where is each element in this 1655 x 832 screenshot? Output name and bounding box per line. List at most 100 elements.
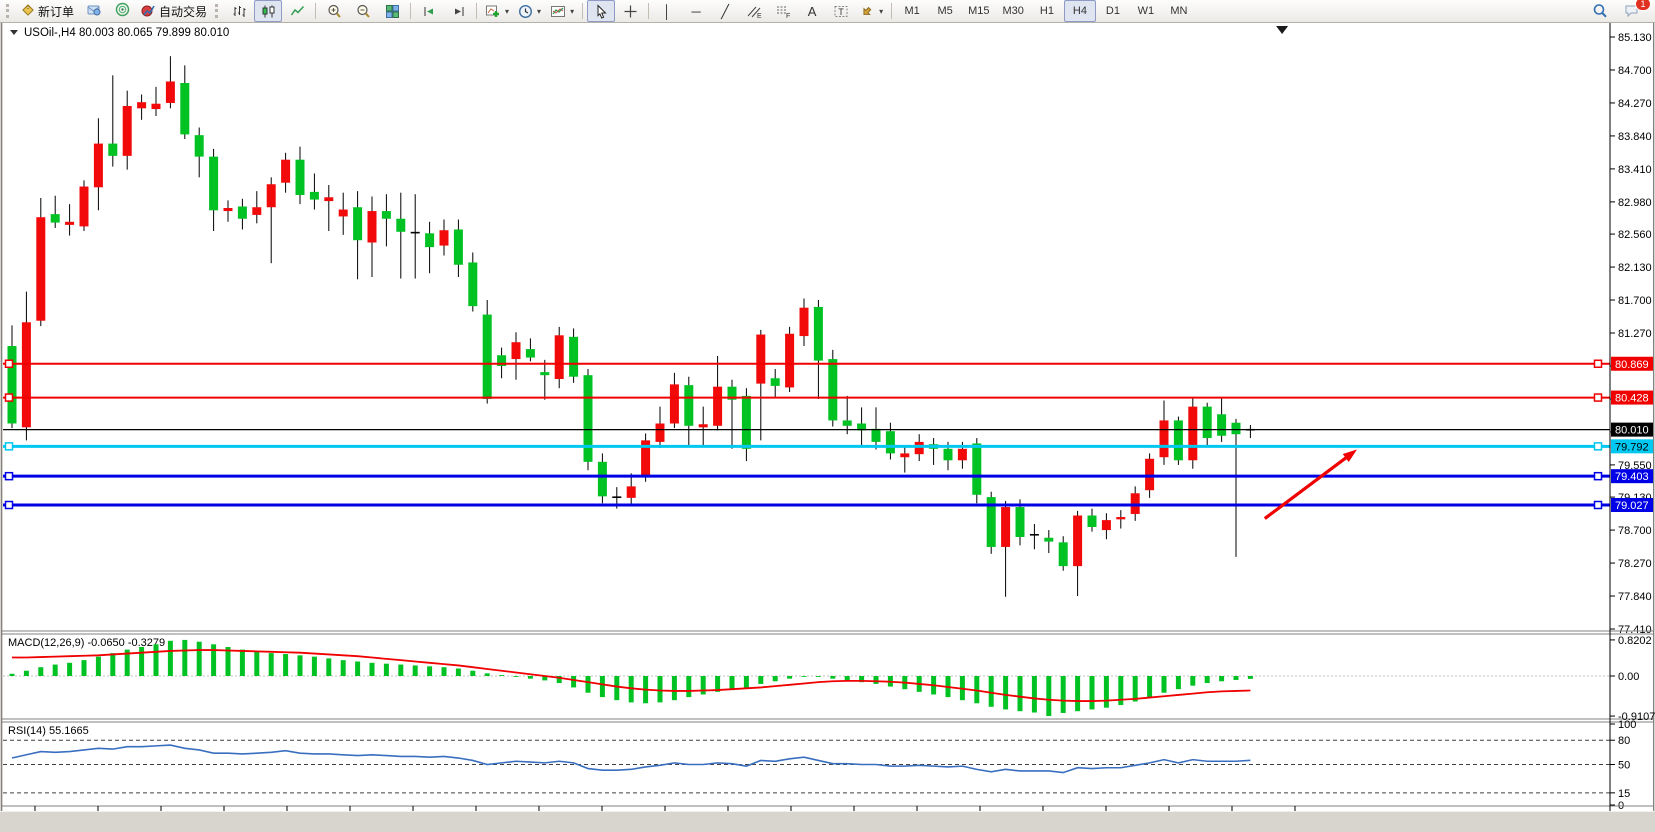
bars-chart-button[interactable]: [225, 0, 253, 22]
price-badge: [1611, 439, 1653, 454]
candle-body: [309, 191, 319, 200]
candle-body: [583, 375, 593, 462]
broadcast-button[interactable]: [108, 0, 136, 22]
candle-body: [425, 233, 435, 248]
macd-tick: -0.9107: [1618, 711, 1655, 723]
candle-body: [7, 346, 17, 424]
price-badge: [1611, 469, 1653, 484]
candle-body: [151, 103, 161, 110]
timeframe-w1[interactable]: W1: [1137, 5, 1155, 17]
indicators-button[interactable]: ▾: [481, 0, 513, 22]
autoscroll-button[interactable]: [415, 0, 443, 22]
line-handle[interactable]: [4, 442, 14, 451]
autotrading-label: 自动交易: [159, 4, 208, 19]
candle-body: [1101, 520, 1111, 531]
trend-arrow-head[interactable]: [1342, 449, 1357, 462]
line-chart-button[interactable]: [283, 0, 311, 22]
vertical-line-button[interactable]: │: [653, 0, 681, 22]
candle-body: [396, 218, 406, 232]
price-tick: 78.270: [1618, 558, 1652, 570]
rsi-line: [11, 744, 1251, 774]
timeframe-m15[interactable]: M15: [968, 5, 990, 17]
horizontal-line-button[interactable]: ─: [682, 0, 710, 22]
line-handle[interactable]: [1593, 393, 1603, 402]
candle-body: [1145, 458, 1155, 491]
notifications-button[interactable]: 1: [1618, 0, 1651, 22]
line-handle[interactable]: [1593, 500, 1603, 510]
rsi-label: RSI(14) 55.1665: [8, 725, 89, 737]
timeframe-d1[interactable]: D1: [1105, 5, 1120, 17]
toolbar-grip[interactable]: [6, 4, 12, 18]
line-handle[interactable]: [1593, 471, 1603, 481]
timeframe-m1[interactable]: M1: [904, 5, 920, 17]
candle-body: [108, 143, 118, 156]
candle-body: [122, 106, 132, 156]
line-handle[interactable]: [4, 471, 14, 481]
candle-body: [741, 395, 751, 449]
main-chart[interactable]: USOil-,H4 80.003 80.065 79.899 80.010 MA…: [0, 22, 1655, 832]
cursor-icon: [597, 3, 607, 19]
arrows-button[interactable]: ▾: [856, 0, 887, 22]
arrows-icon: [863, 6, 872, 15]
rsi-tick: 15: [1618, 788, 1630, 800]
chart-shift-icon: [454, 6, 464, 16]
tile-windows-icon: [385, 4, 399, 18]
clock-icon: [519, 4, 533, 18]
chart-dropdown-icon[interactable]: [10, 30, 18, 35]
price-badge: [1611, 390, 1653, 405]
community-icon: [86, 2, 101, 20]
trend-arrow[interactable]: [1263, 454, 1350, 520]
line-handle[interactable]: [4, 393, 14, 402]
tile-windows-button[interactable]: [378, 0, 406, 22]
line-handle[interactable]: [4, 500, 14, 510]
crosshair-button[interactable]: [616, 0, 644, 22]
timeframe-m5[interactable]: M5: [937, 5, 953, 17]
candle-body: [799, 307, 809, 337]
macd-tick: 0.8202: [1618, 635, 1652, 647]
toolbar-grip[interactable]: [215, 4, 221, 18]
text-label-button[interactable]: T: [827, 0, 855, 22]
search-button[interactable]: [1586, 0, 1614, 22]
text-button[interactable]: A: [798, 0, 826, 22]
price-tick: 82.560: [1618, 229, 1652, 241]
candle-body: [21, 322, 31, 428]
svg-text:E: E: [757, 13, 762, 19]
macd-signal-line: [12, 649, 1251, 702]
candle-body: [597, 461, 607, 497]
timeframe-mn[interactable]: MN: [1170, 5, 1188, 17]
chart-shift-marker[interactable]: [1276, 26, 1289, 34]
autotrading-button[interactable]: 自动交易: [137, 0, 211, 22]
fibonacci-button[interactable]: F: [769, 0, 797, 22]
zoom-in-button[interactable]: [320, 0, 348, 22]
cursor-button[interactable]: [587, 0, 616, 22]
price-tick: 77.840: [1618, 591, 1652, 603]
indicators-icon: [486, 5, 500, 17]
chart-shift-button[interactable]: [444, 0, 472, 22]
candle-body: [525, 349, 535, 358]
line-handle[interactable]: [4, 359, 14, 369]
candlestick-chart-button[interactable]: [254, 0, 283, 22]
candle-body: [338, 209, 348, 217]
community-button[interactable]: [79, 0, 107, 22]
timeframe-m30[interactable]: M30: [1002, 5, 1024, 17]
templates-button[interactable]: ▾: [546, 0, 578, 22]
line-handle[interactable]: [1593, 359, 1603, 369]
channel-button[interactable]: E: [740, 0, 768, 22]
chart-title: USOil-,H4 80.003 80.065 79.899 80.010: [24, 27, 229, 39]
trendline-button[interactable]: ╱: [711, 0, 739, 22]
candle-body: [50, 214, 60, 223]
new-order-label: 新订单: [38, 4, 75, 19]
new-order-button[interactable]: 新订单: [16, 0, 78, 22]
timeframe-h4[interactable]: H4: [1063, 0, 1096, 22]
candle-body: [252, 207, 262, 215]
candle-body: [1231, 422, 1241, 435]
line-handle[interactable]: [1593, 442, 1603, 451]
rsi-tick: 80: [1618, 735, 1630, 747]
candle-body: [453, 229, 463, 265]
timeframe-h1[interactable]: H1: [1039, 5, 1054, 17]
zoom-out-button[interactable]: [349, 0, 377, 22]
price-badge-label: 79.792: [1615, 441, 1649, 453]
price-tick: 84.270: [1618, 98, 1652, 110]
periods-button[interactable]: ▾: [514, 0, 545, 22]
order-tag-icon: [20, 2, 35, 20]
